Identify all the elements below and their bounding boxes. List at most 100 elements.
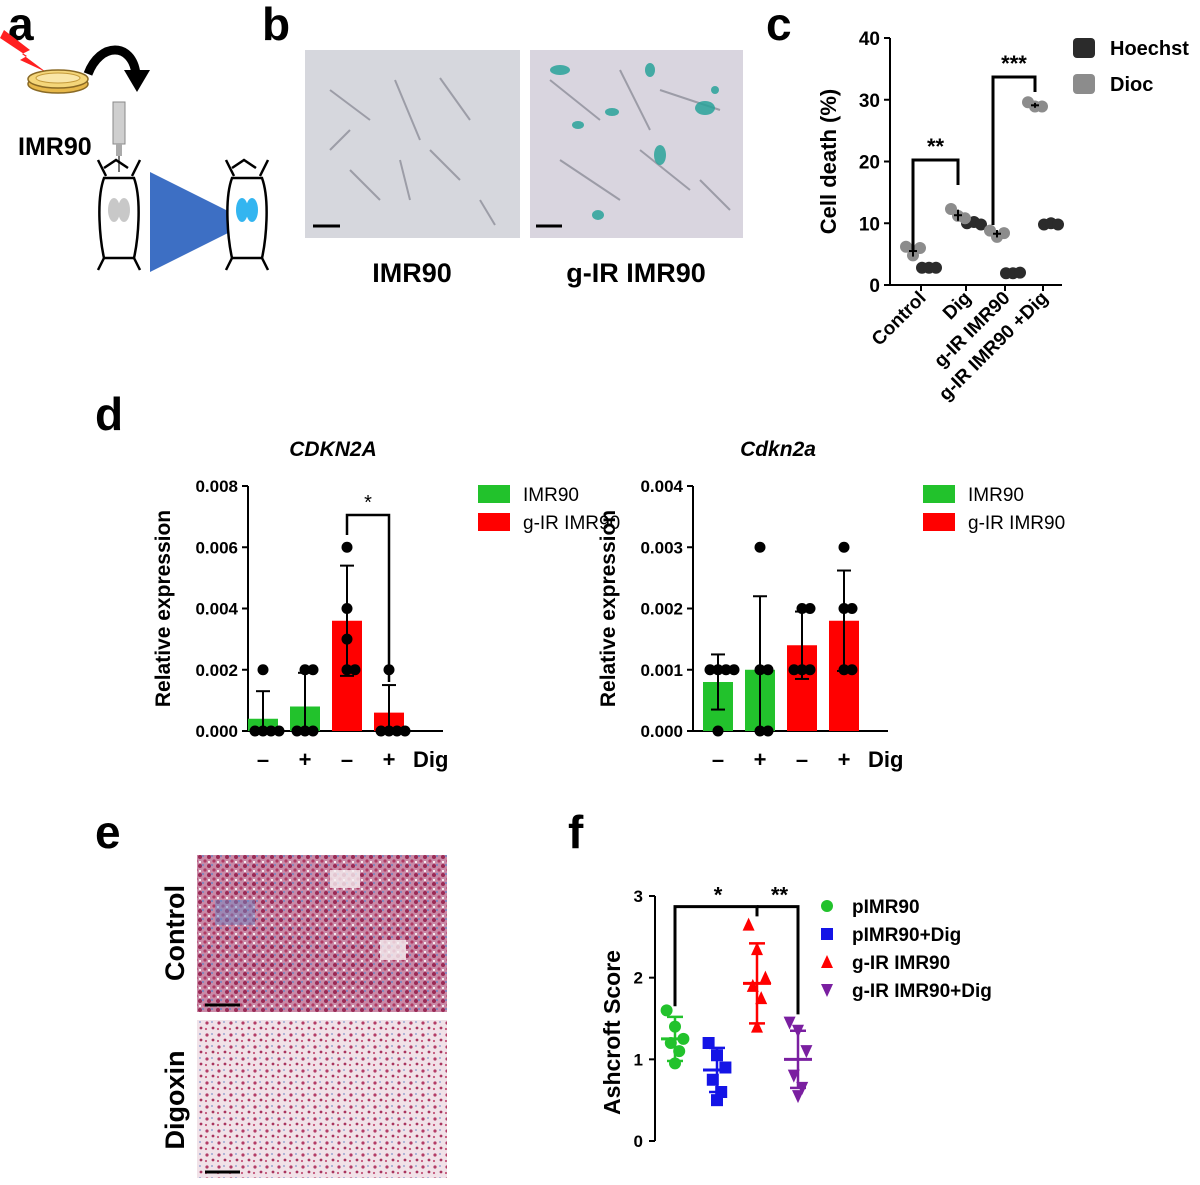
x-tick-label: + — [838, 747, 851, 772]
data-point — [728, 664, 740, 676]
data-point-dioc — [998, 227, 1010, 240]
data-point — [796, 603, 808, 614]
data-point — [788, 664, 800, 676]
legend-label: pIMR90 — [852, 897, 920, 918]
significance-label: ** — [771, 883, 789, 908]
panel-e-histology: Control Digoxin — [160, 855, 447, 1178]
data-point-dioc — [959, 212, 971, 225]
data-point-hoechst — [1014, 266, 1026, 279]
data-point — [838, 541, 850, 553]
y-tick-label: 2 — [634, 969, 643, 988]
legend-swatch — [478, 485, 510, 503]
legend-swatch — [1073, 74, 1095, 94]
imr90-label: IMR90 — [18, 133, 92, 161]
y-tick-label: 0.002 — [195, 661, 238, 680]
data-point — [838, 664, 850, 676]
data-point — [720, 664, 732, 676]
legend-label: pIMR90+Dig — [852, 925, 961, 946]
significance-bracket — [345, 513, 391, 682]
significance-label: * — [364, 492, 372, 514]
data-point — [702, 1037, 715, 1049]
micrograph-g-ir-imr90 — [530, 50, 743, 238]
data-point — [846, 603, 858, 614]
panel-letter-e: e — [95, 806, 121, 858]
data-point — [762, 725, 774, 737]
data-point — [307, 664, 319, 676]
x-tick-label: + — [754, 747, 767, 772]
data-point — [762, 664, 774, 676]
data-point — [265, 725, 277, 737]
data-point — [800, 1045, 813, 1059]
y-tick-label: 0 — [634, 1132, 643, 1151]
y-axis-title: Relative expression — [152, 510, 175, 707]
y-tick-label: 0.003 — [640, 538, 683, 557]
data-point — [846, 664, 858, 676]
data-point — [704, 664, 716, 676]
y-tick-label: 0.000 — [640, 722, 683, 741]
data-point — [751, 1019, 763, 1033]
y-tick-label: 0.001 — [640, 661, 683, 680]
y-tick-label: 1 — [634, 1050, 643, 1069]
data-point — [391, 725, 403, 737]
data-point-hoechst — [1052, 218, 1064, 231]
y-tick-label: 0.006 — [195, 538, 238, 557]
legend-label: Dioc — [1110, 74, 1153, 96]
significance-bracket — [673, 905, 759, 1007]
syringe-icon — [112, 101, 126, 172]
legend-label: g-IR IMR90 — [968, 513, 1065, 534]
data-point — [742, 917, 755, 931]
y-axis-title: Cell death (%) — [816, 89, 841, 234]
data-point — [719, 1061, 732, 1074]
y-tick-label: 0.004 — [195, 600, 238, 619]
data-point — [291, 725, 303, 737]
data-point-dioc — [914, 241, 926, 254]
data-point — [792, 1090, 804, 1104]
mouse-after-icon — [224, 158, 270, 271]
data-point — [341, 541, 353, 553]
legend-marker — [821, 984, 833, 997]
legend-label: IMR90 — [968, 485, 1024, 506]
data-point — [711, 1094, 723, 1107]
data-point — [754, 541, 766, 553]
significance-label: *** — [1001, 51, 1027, 76]
data-point — [273, 725, 285, 737]
legend-marker — [821, 900, 833, 912]
y-tick-label: 40 — [859, 29, 880, 50]
chart-title: CDKN2A — [289, 438, 377, 461]
data-point-hoechst — [975, 218, 987, 231]
chart-cdkn2a: CDKN2A 0.000 0.002 0.004 0.006 0.008 Relative … — [152, 438, 620, 772]
legend-swatch — [478, 513, 510, 531]
data-point — [796, 664, 808, 676]
chart-ashcroft-score: 0 1 2 3 Ashcroft Score pIMR90 pIMR90+Dig g-IR I… — [599, 883, 992, 1151]
y-axis-title: Relative expression — [597, 510, 620, 707]
x-tick-label: + — [383, 747, 396, 772]
data-point — [341, 603, 353, 614]
data-point — [759, 970, 772, 984]
x-tick-label: – — [341, 747, 353, 772]
significance-bracket — [911, 158, 960, 250]
mouse-before-icon — [96, 158, 142, 271]
legend-label: g-IR IMR90 — [852, 953, 950, 974]
caption-control: Control — [160, 885, 190, 981]
data-point — [754, 725, 766, 737]
y-tick-label: 20 — [859, 153, 880, 174]
significance-bracket — [991, 75, 1037, 225]
panel-a-schematic: IMR90 — [0, 30, 270, 272]
legend-marker — [821, 928, 833, 940]
x-axis-title: Dig — [413, 747, 448, 772]
y-tick-label: 0.008 — [195, 477, 238, 496]
y-tick-label: 0.002 — [640, 600, 683, 619]
histology-digoxin — [197, 1020, 447, 1178]
y-tick-label: 0 — [869, 276, 880, 297]
caption-g-ir-imr90: g-IR IMR90 — [566, 258, 706, 288]
legend-marker — [821, 955, 833, 968]
lightning-icon — [0, 30, 46, 72]
curved-arrow-icon — [83, 45, 141, 76]
legend-label: Hoechst — [1110, 38, 1189, 60]
legend-swatch — [923, 513, 955, 531]
x-axis-title: Dig — [868, 747, 903, 772]
panel-b-micrographs: IMR90 g-IR IMR90 — [305, 50, 743, 288]
data-point — [804, 603, 816, 614]
y-tick-label: 0.000 — [195, 722, 238, 741]
